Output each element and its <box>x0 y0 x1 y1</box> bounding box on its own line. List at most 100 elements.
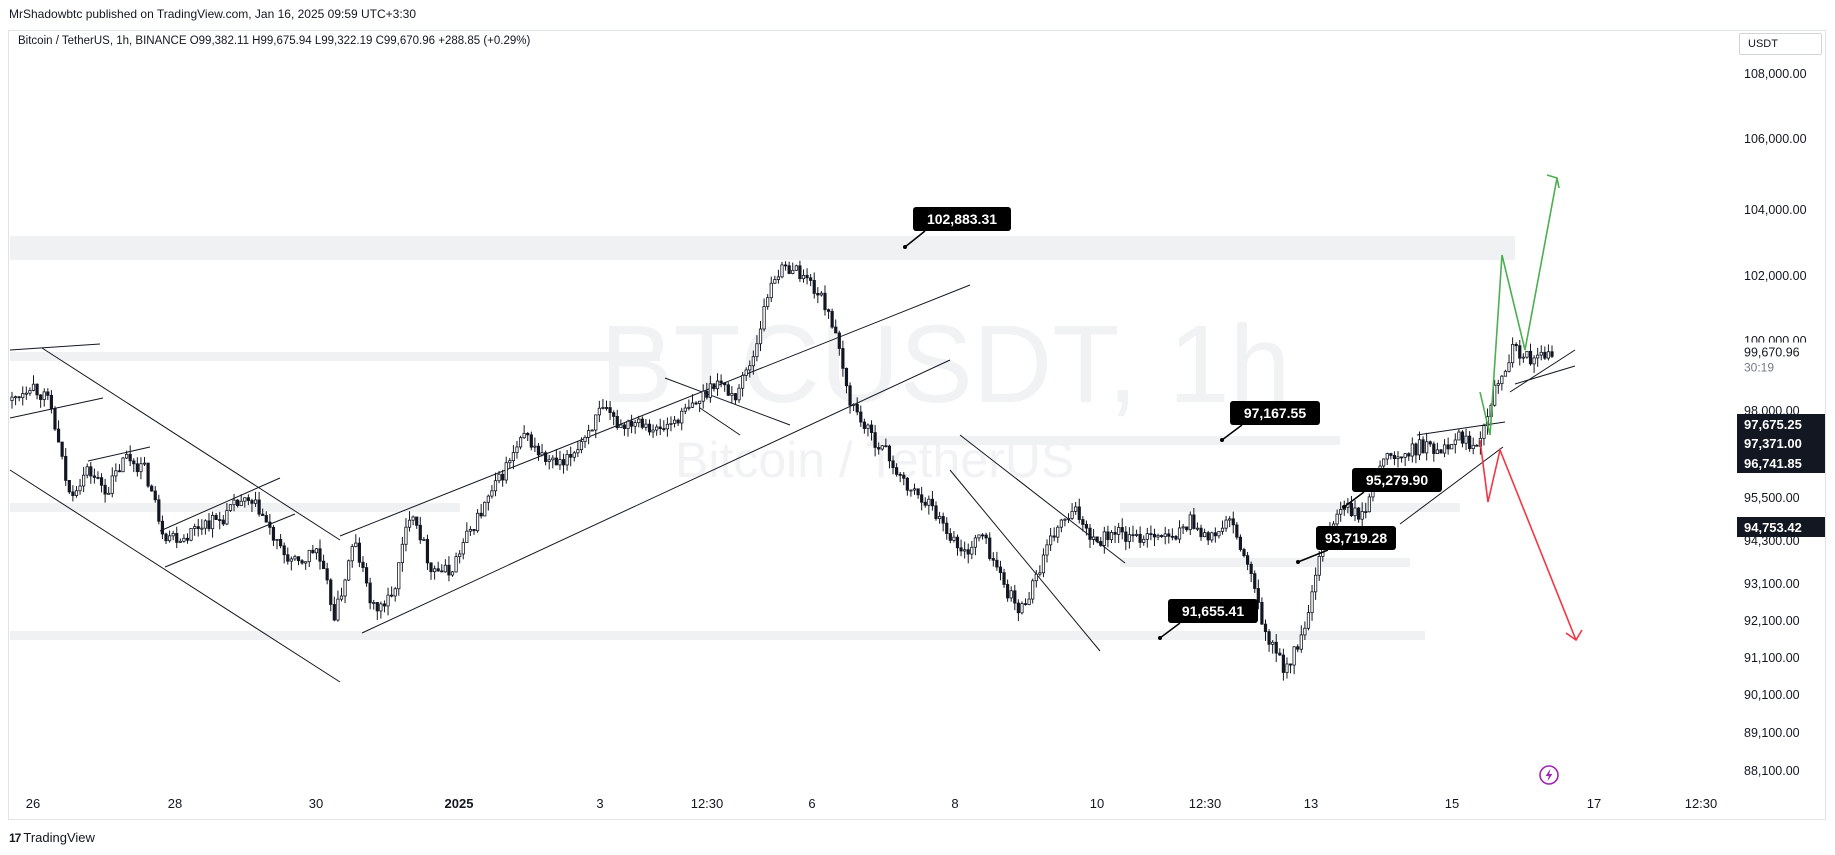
candle-body <box>246 497 250 501</box>
time-axis-label: 12:30 <box>1189 796 1222 811</box>
candle-body <box>1145 533 1149 540</box>
candle-body <box>812 280 816 294</box>
axis-price-tag-label: 96,741.85 <box>1744 456 1802 471</box>
axis-price-tag <box>1737 453 1825 473</box>
candle-body <box>1367 496 1371 513</box>
candle-body <box>1070 510 1074 519</box>
candle-body <box>501 473 505 481</box>
time-axis-label: 6 <box>808 796 815 811</box>
candle-body <box>730 393 734 396</box>
candle-body <box>805 274 809 279</box>
candle-body <box>339 595 344 600</box>
candle-body <box>1220 527 1225 532</box>
price-axis-label: 88,100.00 <box>1744 764 1800 778</box>
price-axis-label: 104,000.00 <box>1744 203 1807 217</box>
candle-body <box>10 396 14 401</box>
candle-body <box>927 498 931 506</box>
candle-body <box>751 356 755 367</box>
callout-label: 102,883.31 <box>927 211 997 227</box>
tradingview-brand[interactable]: 17 TradingView <box>9 830 95 845</box>
candle-body <box>347 560 351 581</box>
candle-body <box>590 429 594 432</box>
candle-body <box>110 475 114 494</box>
time-axis-label: 30 <box>309 796 323 811</box>
candle-body <box>755 343 759 358</box>
price-axis-label: 108,000.00 <box>1744 67 1807 81</box>
candle-body <box>902 474 906 479</box>
candle-body <box>862 421 866 429</box>
candle-body <box>558 459 562 466</box>
candle-body <box>658 426 662 429</box>
candle-body <box>67 479 71 493</box>
candle-body <box>690 402 695 408</box>
candle-body <box>1278 652 1282 656</box>
axis-price-tag <box>1737 433 1825 453</box>
candle-body <box>153 490 157 501</box>
candle-body <box>300 560 304 564</box>
candle-body <box>612 412 616 417</box>
candle-body <box>85 466 89 476</box>
trendline <box>1514 365 1576 385</box>
candle-body <box>103 484 107 495</box>
candle-body <box>637 418 641 424</box>
candle-body <box>941 516 945 524</box>
candle-body <box>1357 507 1361 520</box>
axis-price-tag-label: 97,675.25 <box>1744 417 1802 432</box>
candle-body <box>250 500 254 504</box>
candle-body <box>1482 425 1486 439</box>
candle-body <box>1432 443 1436 454</box>
candle-body <box>909 489 913 492</box>
candle-body <box>375 602 379 612</box>
candle-body <box>332 604 336 621</box>
candle-body <box>253 499 258 504</box>
candle-body <box>1213 532 1217 537</box>
callout-anchor <box>1220 438 1224 442</box>
callout-anchor <box>903 245 907 249</box>
axis-price-tag <box>1737 414 1825 434</box>
callout-label: 91,655.41 <box>1182 603 1244 619</box>
candle-body <box>1027 598 1031 605</box>
candle-body <box>357 542 361 563</box>
candle-body <box>945 522 949 534</box>
candle-body <box>948 533 952 541</box>
candle-body <box>1399 456 1404 459</box>
candle-body <box>1134 533 1139 536</box>
flash-icon[interactable] <box>1538 764 1560 786</box>
callout-label: 97,167.55 <box>1244 405 1306 421</box>
callout-box <box>913 207 1011 231</box>
publish-info: MrShadowbtc published on TradingView.com… <box>9 7 417 21</box>
currency-selector[interactable]: USDT <box>1739 33 1822 55</box>
candle-body <box>182 537 186 542</box>
candle-body <box>1260 602 1264 625</box>
candle-body <box>1382 458 1386 467</box>
candle-body <box>92 475 96 478</box>
candle-body <box>135 463 139 473</box>
candle-body <box>952 536 956 541</box>
candle-body <box>1435 449 1439 454</box>
candle-body <box>701 390 705 402</box>
callout-anchor <box>1342 505 1346 509</box>
candle-body <box>210 514 215 530</box>
bearish-arrowhead <box>1565 629 1583 642</box>
candle-body <box>1041 554 1046 574</box>
candle-body <box>601 407 605 409</box>
candle-body <box>1274 641 1278 654</box>
candle-body <box>1074 506 1078 512</box>
candle-body <box>1256 588 1260 603</box>
candle-body <box>1106 531 1110 541</box>
candle-body <box>1514 344 1518 347</box>
price-axis-label: 94,300.00 <box>1744 534 1800 548</box>
candle-body <box>970 546 974 555</box>
candle-body <box>228 504 233 511</box>
candle-body <box>1177 527 1182 540</box>
candle-body <box>53 408 57 430</box>
candle-body <box>404 526 408 545</box>
bullish-projection-arrow <box>1479 177 1558 436</box>
candle-body <box>42 391 46 400</box>
candle-body <box>715 380 720 390</box>
candle-body <box>604 407 609 409</box>
candle-body <box>1120 527 1124 533</box>
current-price-tag <box>1740 342 1825 377</box>
candle-body <box>791 269 795 274</box>
